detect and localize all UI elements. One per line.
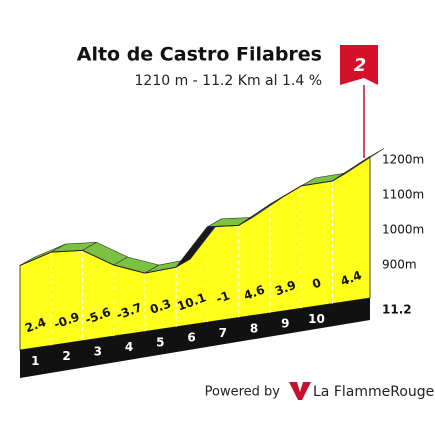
gradient-label: 2.4 — [23, 315, 48, 335]
km-label: 2 — [62, 349, 70, 363]
y-tick-label: 1100m — [382, 188, 424, 202]
category-flag — [340, 45, 378, 85]
km-label: 3 — [94, 345, 102, 359]
profile-line — [19, 156, 371, 274]
gradient-label: 3.9 — [273, 278, 298, 298]
km-label: 8 — [250, 321, 258, 335]
gradient-label: 0.3 — [148, 296, 173, 316]
km-label: 10 — [308, 312, 325, 326]
category-label: 2 — [354, 55, 367, 76]
km-label: 7 — [219, 326, 227, 340]
chart-title: Alto de Castro Filabres — [77, 44, 322, 66]
ground-strip — [20, 298, 370, 378]
footer-prefix: Powered by — [205, 385, 281, 400]
brand-logo — [289, 382, 311, 400]
gradient-label: 4.4 — [339, 268, 364, 288]
km-label: 4 — [125, 340, 133, 354]
y-tick-label: 1200m — [382, 153, 424, 167]
gradient-label: 4.6 — [242, 282, 267, 302]
km-label: 9 — [281, 317, 289, 331]
km-label: 5 — [156, 335, 164, 349]
km-label: 1 — [31, 354, 39, 368]
km-label: 6 — [187, 331, 195, 345]
km-label: 11.2 — [382, 303, 412, 317]
footer-brand: La FlammeRouge — [313, 384, 434, 400]
gradient-label: -1 — [214, 288, 231, 306]
chart-subtitle: 1210 m - 11.2 Km al 1.4 % — [135, 73, 323, 89]
y-tick-label: 1000m — [382, 223, 424, 237]
y-tick-label: 900m — [382, 258, 417, 272]
